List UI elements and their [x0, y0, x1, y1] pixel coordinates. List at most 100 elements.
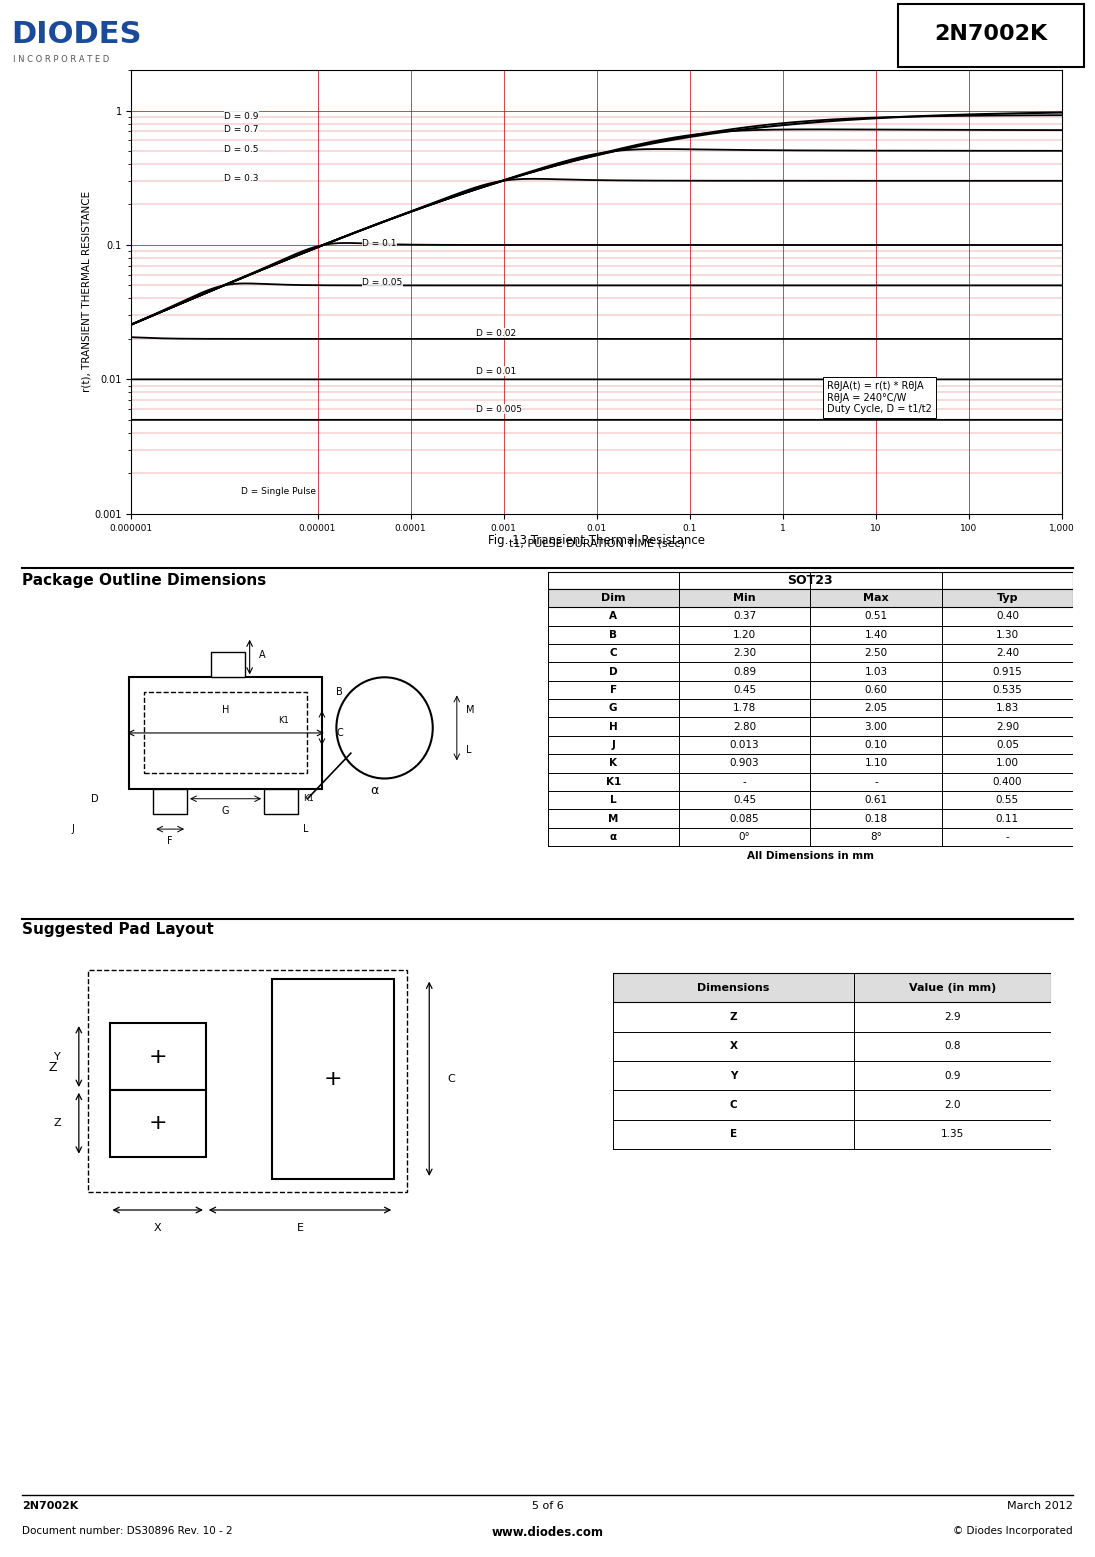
- Text: Y: Y: [54, 1051, 60, 1062]
- Text: All Dimensions in mm: All Dimensions in mm: [747, 852, 874, 861]
- Text: D = 0.005: D = 0.005: [475, 405, 521, 414]
- Text: 2N7002K: 2N7002K: [934, 23, 1048, 44]
- Text: 2.80: 2.80: [733, 722, 757, 732]
- Text: 0.8: 0.8: [944, 1042, 961, 1051]
- Text: 2.30: 2.30: [733, 648, 757, 659]
- Text: 0.37: 0.37: [733, 612, 757, 621]
- Text: 2N7002K: 2N7002K: [22, 1501, 78, 1510]
- Text: Y: Y: [730, 1071, 737, 1081]
- Text: 2.0: 2.0: [944, 1099, 961, 1110]
- Text: Value (in mm): Value (in mm): [909, 982, 996, 992]
- Text: J: J: [71, 824, 74, 835]
- Text: D = 0.3: D = 0.3: [224, 174, 260, 184]
- Text: α: α: [370, 783, 379, 797]
- Text: K1: K1: [302, 794, 313, 803]
- Text: Max: Max: [863, 593, 889, 603]
- Text: +: +: [323, 1068, 343, 1088]
- Text: March 2012: March 2012: [1007, 1501, 1073, 1510]
- Bar: [110, 1023, 206, 1090]
- Text: E: E: [730, 1129, 737, 1140]
- Text: 0.51: 0.51: [864, 612, 888, 621]
- Text: Suggested Pad Layout: Suggested Pad Layout: [22, 922, 214, 937]
- Text: L: L: [302, 824, 308, 835]
- Text: H: H: [609, 722, 618, 732]
- Text: 0.45: 0.45: [733, 796, 757, 805]
- Text: F: F: [168, 836, 173, 847]
- Text: 0.535: 0.535: [992, 685, 1023, 694]
- Text: D: D: [91, 794, 99, 803]
- Bar: [153, 789, 187, 814]
- Text: C: C: [610, 648, 616, 659]
- Text: 0.89: 0.89: [733, 666, 757, 676]
- Bar: [110, 1090, 206, 1157]
- Text: α: α: [610, 831, 616, 842]
- Text: 1.03: 1.03: [864, 666, 888, 676]
- Bar: [548, 573, 1073, 589]
- Text: -: -: [1005, 831, 1010, 842]
- Bar: [613, 973, 1051, 1003]
- Text: Z: Z: [48, 1062, 57, 1074]
- Text: 1.20: 1.20: [733, 629, 757, 640]
- Text: 0.903: 0.903: [729, 758, 760, 769]
- Text: 0°: 0°: [739, 831, 750, 842]
- Text: 0.915: 0.915: [992, 666, 1023, 676]
- Text: -: -: [742, 777, 747, 786]
- Text: K: K: [609, 758, 618, 769]
- Text: D = 0.1: D = 0.1: [362, 238, 396, 248]
- Text: 1.35: 1.35: [941, 1129, 965, 1140]
- Text: L: L: [466, 746, 472, 755]
- Text: 0.45: 0.45: [733, 685, 757, 694]
- Text: K1: K1: [606, 777, 621, 786]
- Text: A: A: [260, 649, 266, 660]
- Text: J: J: [611, 740, 615, 750]
- Text: Fig. 13 Transient Thermal Resistance: Fig. 13 Transient Thermal Resistance: [488, 534, 705, 547]
- Bar: [272, 979, 394, 1179]
- Text: 0.085: 0.085: [729, 814, 760, 824]
- Text: Dimensions: Dimensions: [698, 982, 770, 992]
- Text: Z: Z: [54, 1118, 60, 1129]
- Text: A: A: [609, 612, 618, 621]
- Text: 0.55: 0.55: [995, 796, 1019, 805]
- Text: 2.9: 2.9: [944, 1012, 961, 1021]
- Text: +: +: [148, 1113, 168, 1133]
- Text: 2.50: 2.50: [864, 648, 888, 659]
- Text: 1.83: 1.83: [995, 704, 1019, 713]
- Text: 1.00: 1.00: [995, 758, 1019, 769]
- Text: 3.00: 3.00: [864, 722, 888, 732]
- Text: 0.05: 0.05: [995, 740, 1019, 750]
- Text: G: G: [609, 704, 618, 713]
- Text: M: M: [608, 814, 619, 824]
- Text: 1.30: 1.30: [995, 629, 1019, 640]
- Text: 1.40: 1.40: [864, 629, 888, 640]
- Text: DIODES: DIODES: [11, 20, 141, 48]
- Y-axis label: r(t), TRANSIENT THERMAL RESISTANCE: r(t), TRANSIENT THERMAL RESISTANCE: [81, 192, 91, 392]
- Text: D: D: [609, 666, 618, 676]
- Text: D = 0.02: D = 0.02: [475, 329, 516, 338]
- Text: Typ: Typ: [996, 593, 1018, 603]
- Text: F: F: [610, 685, 616, 694]
- Text: RθJA(t) = r(t) * RθJA
RθJA = 240°C/W
Duty Cycle, D = t1/t2: RθJA(t) = r(t) * RθJA RθJA = 240°C/W Dut…: [828, 381, 932, 414]
- Text: E: E: [297, 1222, 303, 1233]
- Text: D = 0.9: D = 0.9: [224, 112, 260, 120]
- Bar: [143, 693, 308, 774]
- Text: K1: K1: [278, 716, 289, 726]
- Text: X: X: [729, 1042, 738, 1051]
- Text: D = 0.01: D = 0.01: [475, 367, 516, 375]
- Text: 1.10: 1.10: [864, 758, 888, 769]
- Text: C: C: [730, 1099, 737, 1110]
- Text: 0.18: 0.18: [864, 814, 888, 824]
- Bar: [548, 589, 1073, 607]
- Text: www.diodes.com: www.diodes.com: [492, 1526, 603, 1538]
- Text: M: M: [466, 705, 475, 715]
- Text: I N C O R P O R A T E D: I N C O R P O R A T E D: [13, 56, 110, 64]
- Text: 0.013: 0.013: [729, 740, 760, 750]
- Text: -: -: [874, 777, 878, 786]
- Text: 1.78: 1.78: [733, 704, 757, 713]
- Text: 0.60: 0.60: [864, 685, 888, 694]
- Text: D = 0.5: D = 0.5: [224, 145, 260, 154]
- Text: 0.11: 0.11: [995, 814, 1019, 824]
- Text: 2.05: 2.05: [864, 704, 888, 713]
- Text: 0.400: 0.400: [993, 777, 1022, 786]
- Text: 0.40: 0.40: [995, 612, 1019, 621]
- Text: G: G: [222, 807, 229, 816]
